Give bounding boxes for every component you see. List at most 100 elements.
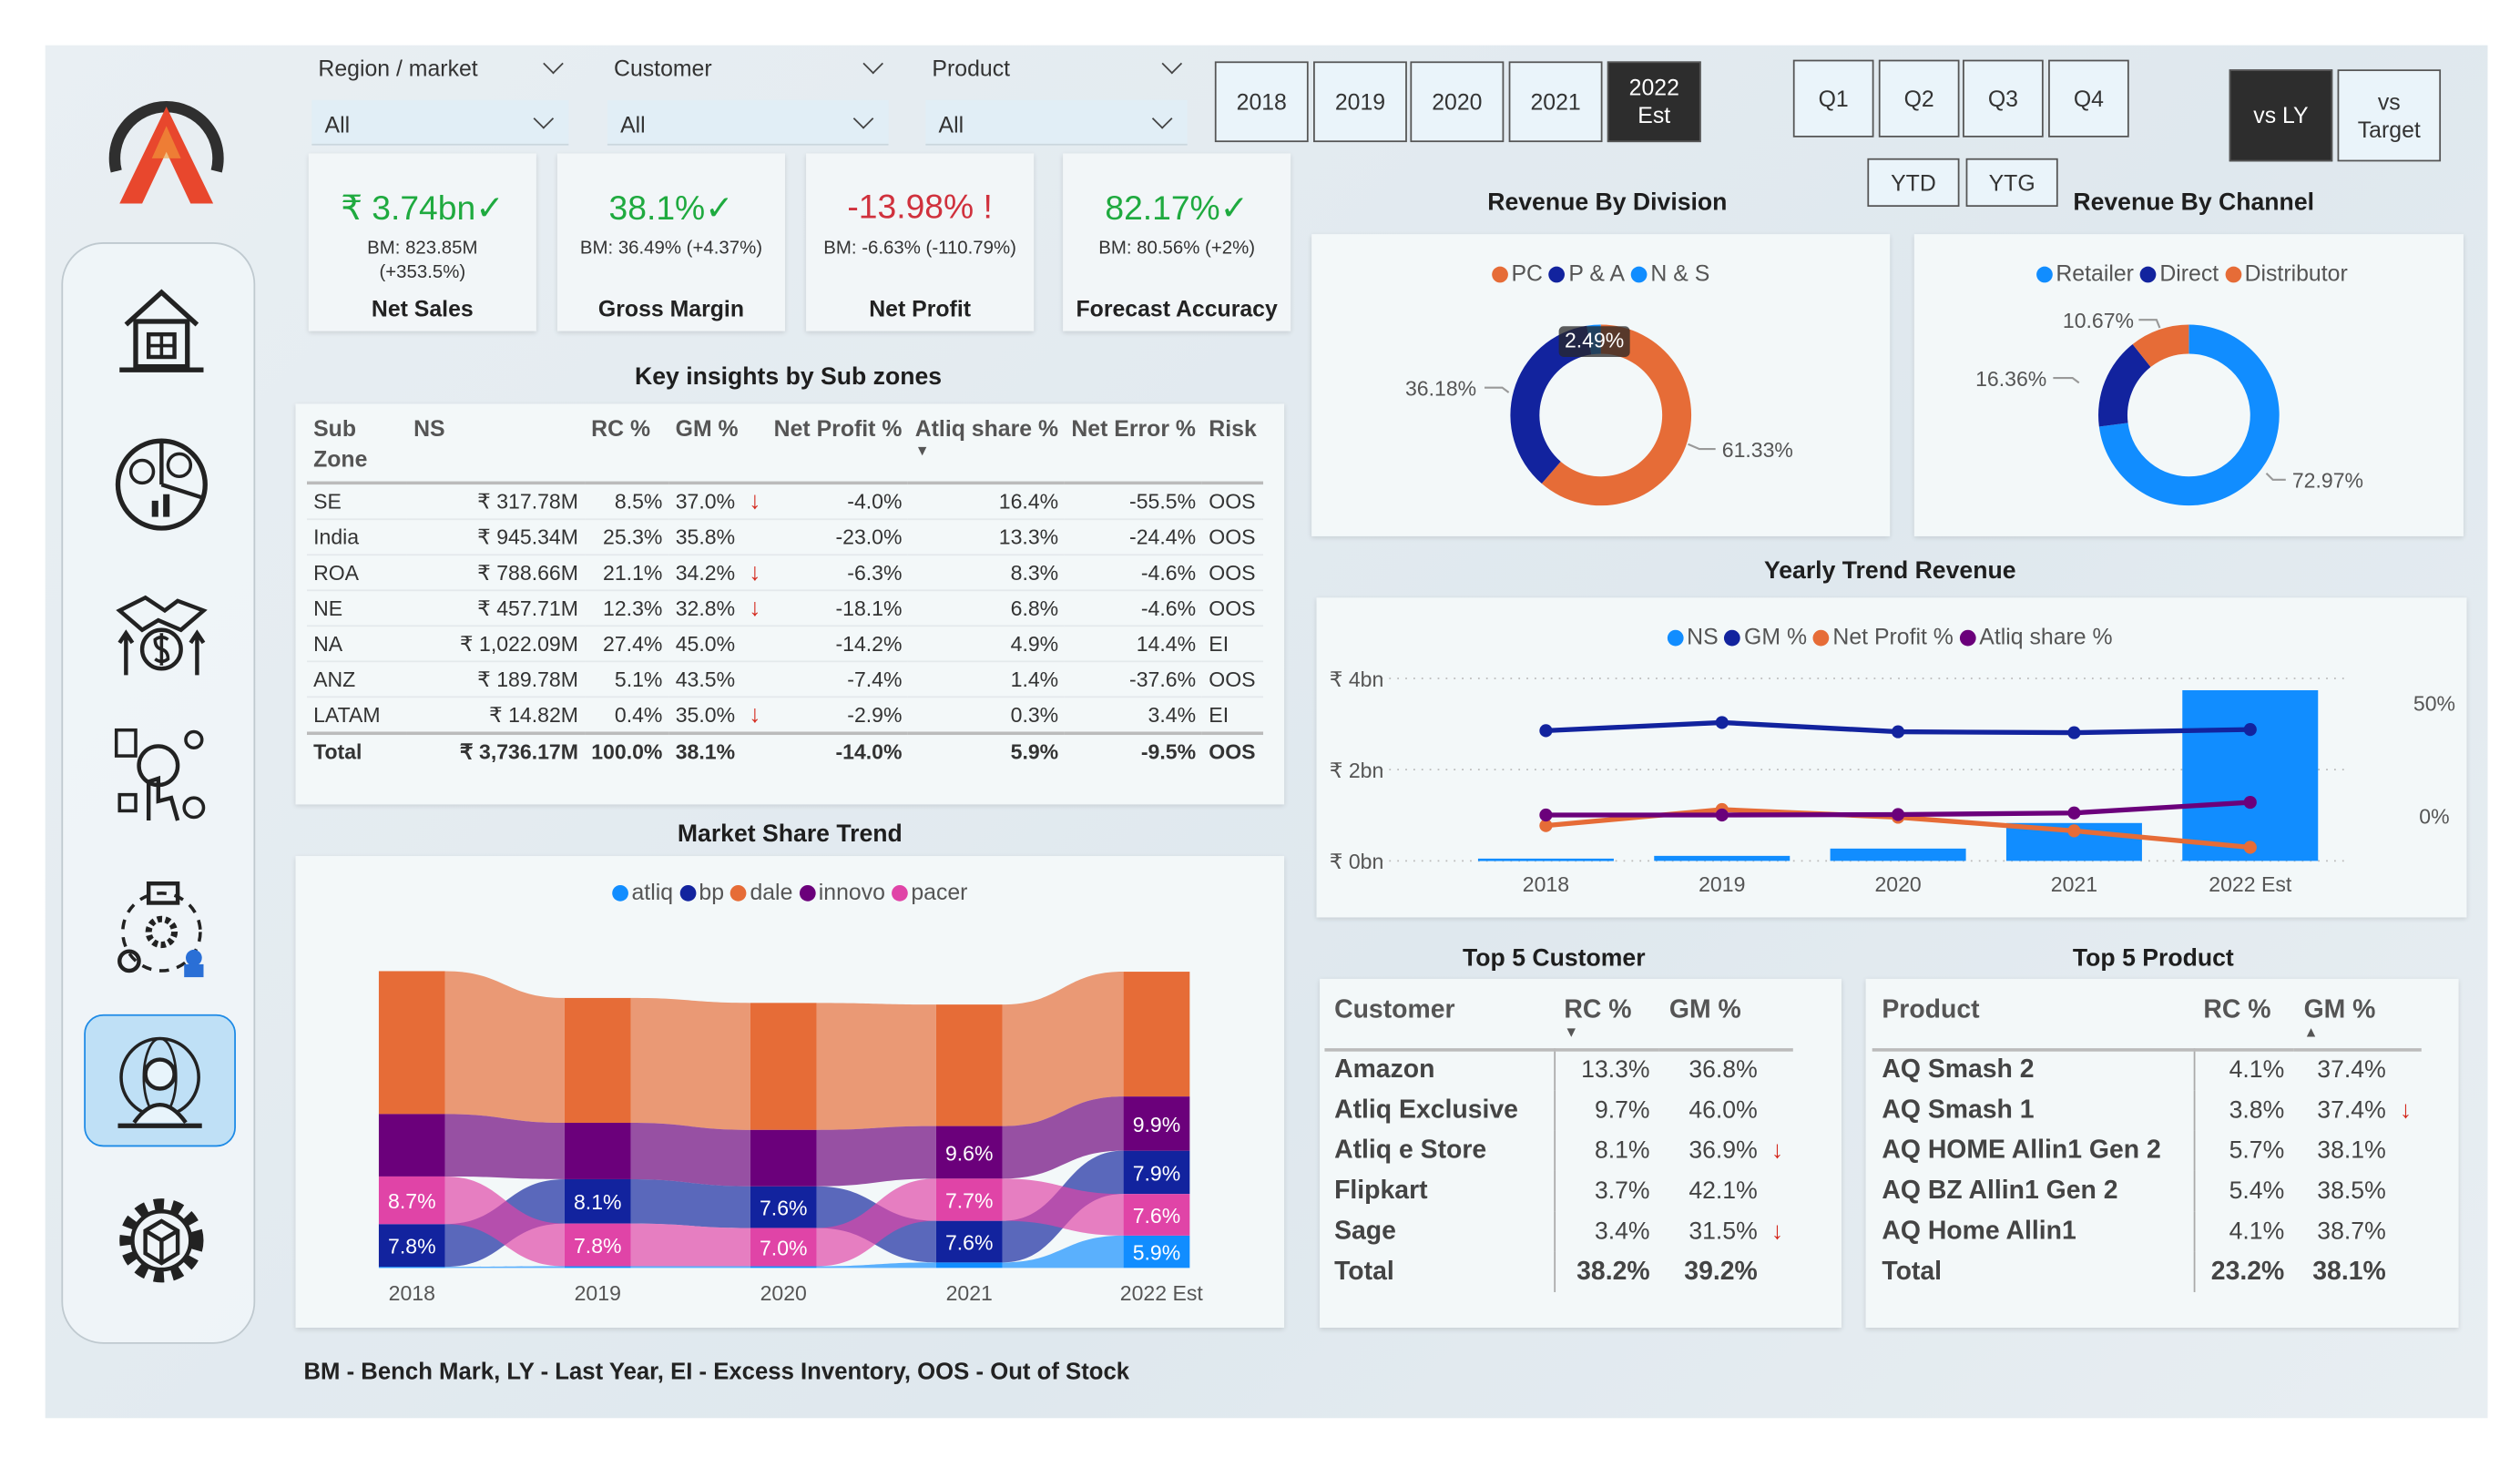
segment-bp-2021[interactable] (935, 1220, 1003, 1263)
legend-label[interactable]: GM % (1744, 623, 1808, 650)
segment-dale-2021[interactable] (935, 1004, 1003, 1126)
sidebar-nav-home[interactable] (92, 267, 231, 390)
year-button-2021[interactable]: 2021 (1508, 61, 1603, 143)
table-total-row[interactable]: Total 23.2% 38.1% (1872, 1251, 2422, 1292)
segment-innovo-2022-est[interactable] (1123, 1096, 1190, 1151)
line-point[interactable] (2243, 841, 2257, 854)
year-button-2019[interactable]: 2019 (1313, 61, 1407, 143)
table-row[interactable]: India ₹ 945.34M 25.3% 35.8% -23.0% 13.3% -24.4… (307, 519, 1264, 556)
segment-dale-2019[interactable] (564, 997, 631, 1124)
legend-label[interactable]: P & A (1568, 260, 1626, 286)
segment-innovo-2019[interactable] (564, 1123, 631, 1179)
line-point[interactable] (1892, 725, 1905, 739)
ns-bar-2022-est[interactable] (2182, 689, 2319, 861)
segment-atliq-2021[interactable] (935, 1262, 1003, 1269)
legend-label[interactable]: N & S (1650, 260, 1710, 286)
table-row[interactable]: ROA ₹ 788.66M 21.1% 34.2% ↓ -6.3% 8.3% -4.6% OOS (307, 555, 1264, 592)
column-header[interactable]: Net Error % (1065, 411, 1202, 484)
table-row[interactable]: AQ Home Allin1 4.1% 38.7% (1872, 1211, 2422, 1252)
column-header[interactable]: GM % (669, 411, 768, 484)
table-row[interactable]: AQ HOME Allin1 Gen 2 5.7% 38.1% (1872, 1130, 2422, 1171)
line-point[interactable] (1539, 724, 1553, 738)
sidebar-nav-product-settings[interactable] (92, 1179, 231, 1302)
segment-pacer-2021[interactable] (935, 1178, 1003, 1221)
year-button-2020[interactable]: 2020 (1410, 61, 1505, 143)
donut-slice-retailer[interactable] (2098, 324, 2280, 506)
legend-label[interactable]: Atliq share % (1979, 623, 2113, 650)
legend-label[interactable]: PC (1511, 260, 1543, 286)
quarter-button-q3[interactable]: Q3 (1963, 59, 2044, 138)
table-total-row[interactable]: Total 38.2% 39.2% (1324, 1251, 1792, 1292)
sidebar-nav-finance-pie[interactable] (92, 423, 231, 546)
line-point[interactable] (1539, 808, 1553, 822)
legend-label[interactable]: dale (750, 878, 793, 905)
table-row[interactable]: NA ₹ 1,022.09M 27.4% 45.0% -14.2% 4.9% 14.4% EI (307, 626, 1264, 663)
table-row[interactable]: Atliq Exclusive 9.7% 46.0% (1324, 1090, 1792, 1131)
sidebar-nav-global-market[interactable] (84, 1014, 236, 1147)
column-header[interactable]: Customer (1324, 985, 1554, 1050)
column-header[interactable]: Atliq share % ▼ (909, 411, 1066, 484)
filter-dropdown-product[interactable]: All (925, 99, 1188, 146)
legend-label[interactable]: innovo (818, 878, 885, 905)
column-header[interactable]: Net Profit % (768, 411, 909, 484)
table-row[interactable]: Flipkart 3.7% 42.1% (1324, 1170, 1792, 1212)
line-point[interactable] (2067, 726, 2081, 739)
segment-atliq-2018[interactable] (378, 1267, 445, 1269)
quarter-button-q1[interactable]: Q1 (1792, 59, 1874, 138)
column-header[interactable]: Product (1872, 985, 2194, 1050)
donut-slice-direct[interactable] (2098, 344, 2151, 427)
column-header[interactable]: GM % ▲ (2294, 985, 2422, 1050)
segment-bp-2019[interactable] (564, 1178, 631, 1224)
table-row[interactable]: Amazon 13.3% 36.8% (1324, 1049, 1792, 1091)
line-point[interactable] (2067, 824, 2081, 838)
column-header[interactable]: RC % ▼ (1555, 985, 1660, 1050)
line-point[interactable] (2067, 806, 2081, 820)
sidebar-nav-supply-chain[interactable] (92, 867, 231, 990)
ns-bar-2018[interactable] (1477, 858, 1614, 861)
legend-label[interactable]: Net Profit % (1832, 623, 1954, 650)
segment-innovo-2018[interactable] (378, 1114, 445, 1177)
segment-innovo-2021[interactable] (935, 1126, 1003, 1179)
table-row[interactable]: ANZ ₹ 189.78M 5.1% 43.5% -7.4% 1.4% -37.6% OOS (307, 661, 1264, 698)
segment-pacer-2018[interactable] (378, 1176, 445, 1225)
segment-atliq-2019[interactable] (564, 1266, 631, 1269)
segment-atliq-2020[interactable] (750, 1266, 817, 1269)
segment-bp-2022-est[interactable] (1123, 1150, 1190, 1195)
year-button-2018[interactable]: 2018 (1214, 61, 1309, 143)
legend-label[interactable]: Retailer (2056, 260, 2134, 286)
column-header[interactable]: RC % (585, 411, 668, 484)
table-row[interactable]: Atliq e Store 8.1% 36.9% ↓ (1324, 1130, 1792, 1171)
table-row[interactable]: Sage 3.4% 31.5% ↓ (1324, 1211, 1792, 1252)
legend-label[interactable]: atliq (631, 878, 674, 905)
sidebar-nav-deal-money[interactable] (92, 568, 231, 691)
donut-slice-pc[interactable] (1541, 324, 1692, 506)
line-point[interactable] (1715, 716, 1729, 729)
year-button-2022-est[interactable]: 2022 Est (1607, 61, 1701, 143)
segment-dale-2020[interactable] (750, 1003, 817, 1130)
compare-button-vs-ly[interactable]: vs LY (2229, 69, 2333, 162)
segment-innovo-2020[interactable] (750, 1129, 817, 1187)
column-header[interactable]: RC % (2194, 985, 2294, 1050)
table-row[interactable]: SE ₹ 317.78M 8.5% 37.0% ↓ -4.0% 16.4% -55.5% OOS (307, 483, 1264, 521)
quarter-button-q2[interactable]: Q2 (1878, 59, 1960, 138)
column-header[interactable]: GM % (1659, 985, 1793, 1050)
legend-label[interactable]: Distributor (2244, 260, 2348, 286)
segment-pacer-2022-est[interactable] (1123, 1194, 1190, 1236)
ns-bar-2020[interactable] (1830, 848, 1966, 861)
table-row[interactable]: LATAM ₹ 14.82M 0.4% 35.0% ↓ -2.9% 0.3% 3.4% EI (307, 697, 1264, 735)
line-point[interactable] (1892, 808, 1905, 821)
table-row[interactable]: AQ Smash 2 4.1% 37.4% (1872, 1049, 2422, 1091)
filter-dropdown-region-market[interactable]: All (311, 99, 569, 146)
segment-pacer-2019[interactable] (564, 1223, 631, 1267)
legend-label[interactable]: NS (1687, 623, 1719, 650)
line-point[interactable] (1539, 819, 1553, 832)
legend-label[interactable]: pacer (911, 878, 968, 905)
quarter-button-q4[interactable]: Q4 (2048, 59, 2129, 138)
table-total-row[interactable]: Total ₹ 3,736.17M 100.0% 38.1% -14.0% 5.9% -9.… (307, 731, 1264, 769)
table-row[interactable]: AQ Smash 1 3.8% 37.4% ↓ (1872, 1090, 2422, 1131)
line-point[interactable] (1715, 808, 1729, 822)
column-header[interactable]: Sub Zone (307, 411, 407, 484)
ns-bar-2019[interactable] (1654, 855, 1791, 861)
line-point[interactable] (2243, 723, 2257, 737)
line-point[interactable] (2243, 795, 2257, 810)
